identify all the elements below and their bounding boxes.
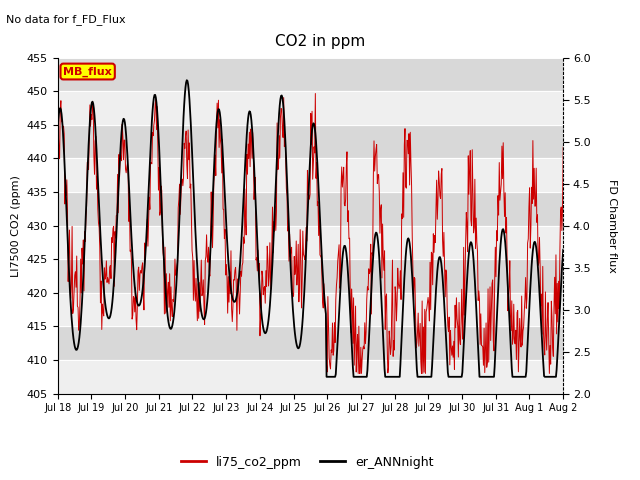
Bar <box>58 293 563 326</box>
Bar <box>58 125 563 158</box>
Bar <box>58 259 563 293</box>
Bar <box>58 58 563 91</box>
Text: CO2 in ppm: CO2 in ppm <box>275 34 365 48</box>
Y-axis label: LI7500 CO2 (ppm): LI7500 CO2 (ppm) <box>11 175 21 276</box>
Bar <box>58 360 563 394</box>
Text: MB_flux: MB_flux <box>63 66 112 77</box>
Text: No data for f_FD_Flux: No data for f_FD_Flux <box>6 14 126 25</box>
Legend: li75_co2_ppm, er_ANNnight: li75_co2_ppm, er_ANNnight <box>175 451 439 474</box>
Y-axis label: FD Chamber flux: FD Chamber flux <box>607 179 618 273</box>
Bar <box>58 226 563 259</box>
Bar <box>58 192 563 226</box>
Bar <box>58 91 563 125</box>
Bar <box>58 326 563 360</box>
Bar <box>58 158 563 192</box>
